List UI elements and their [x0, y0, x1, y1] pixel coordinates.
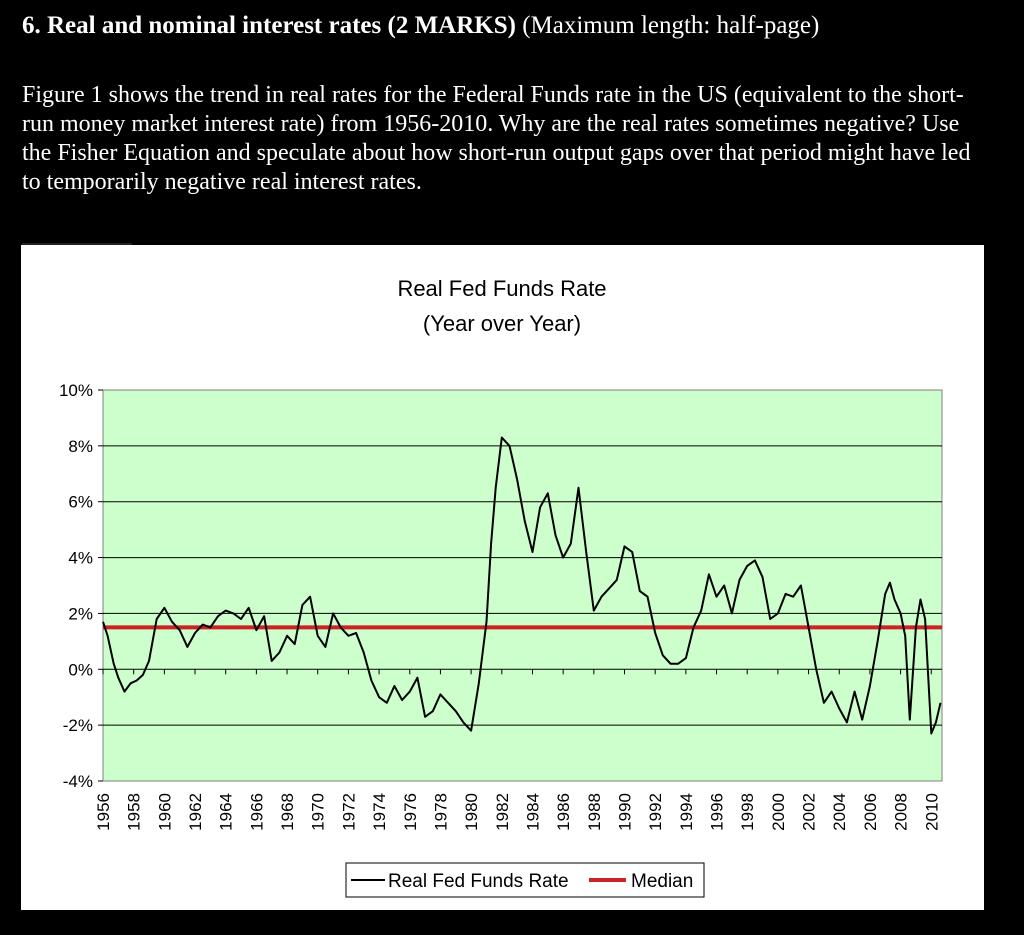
x-tick-label: 1990	[615, 793, 634, 831]
y-tick-label: -2%	[63, 716, 93, 735]
y-tick-label: 4%	[68, 549, 93, 568]
x-tick-label: 1998	[738, 793, 757, 831]
x-tick-label: 2008	[892, 793, 911, 831]
x-tick-label: 2006	[861, 793, 880, 831]
legend-box	[345, 862, 705, 898]
x-tick-label: 1972	[339, 793, 358, 831]
x-tick-label: 1996	[708, 793, 727, 831]
y-tick-label: 6%	[68, 493, 93, 512]
x-tick-label: 1970	[309, 793, 328, 831]
x-tick-label: 2004	[830, 793, 849, 831]
x-tick-label: 1978	[431, 793, 450, 831]
x-tick-label: 1994	[677, 793, 696, 831]
x-tick-label: 2002	[800, 793, 819, 831]
series-line-real-fed-funds-rate	[102, 436, 942, 735]
x-tick-label: 1980	[462, 793, 481, 831]
question-heading: 6. Real and nominal interest rates (2 MA…	[22, 10, 1012, 41]
x-tick-label: 1968	[278, 793, 297, 831]
y-tick-label: 0%	[68, 660, 93, 679]
y-tick-label: 8%	[68, 437, 93, 456]
chart-svg: Real Fed Funds Rate (Year over Year) 10%…	[59, 276, 943, 898]
legend-label-median: Median	[631, 871, 693, 892]
y-tick-label: 2%	[68, 604, 93, 623]
x-tick-label: 1976	[401, 793, 420, 831]
question-heading-rest: (Maximum length: half-page)	[515, 12, 820, 39]
x-tick-label: 1960	[155, 793, 174, 831]
chart-frame: Real Fed Funds Rate (Year over Year) 10%…	[21, 245, 984, 910]
x-tick-label: 1992	[646, 793, 665, 831]
frame-tab	[22, 243, 132, 246]
chart-title: Real Fed Funds Rate	[397, 276, 606, 301]
x-tick-label: 1966	[247, 793, 266, 831]
question-heading-bold: 6. Real and nominal interest rates (2 MA…	[22, 12, 516, 39]
x-tick-label: 2000	[769, 793, 788, 831]
x-tick-label: 1982	[493, 793, 512, 831]
x-tick-label: 2010	[922, 793, 941, 831]
question-block: 6. Real and nominal interest rates (2 MA…	[22, 10, 1012, 197]
question-body: Figure 1 shows the trend in real rates f…	[22, 82, 971, 195]
plot-area	[102, 389, 943, 782]
x-tick-label: 1956	[94, 793, 113, 831]
x-tick-label: 1964	[217, 793, 236, 831]
x-tick-label: 1984	[523, 793, 542, 831]
chart-subtitle: (Year over Year)	[423, 311, 581, 336]
x-tick-label: 1958	[125, 793, 144, 831]
x-tick-label: 1974	[370, 793, 389, 831]
x-tick-label: 1988	[585, 793, 604, 831]
legend: Real Fed Funds Rate Median	[345, 862, 705, 898]
legend-label-real-fed-funds-rate: Real Fed Funds Rate	[388, 871, 569, 892]
x-tick-label: 1986	[554, 793, 573, 831]
x-tick-label: 1962	[186, 793, 205, 831]
y-tick-label: -4%	[63, 772, 93, 791]
y-tick-label: 10%	[59, 381, 93, 400]
